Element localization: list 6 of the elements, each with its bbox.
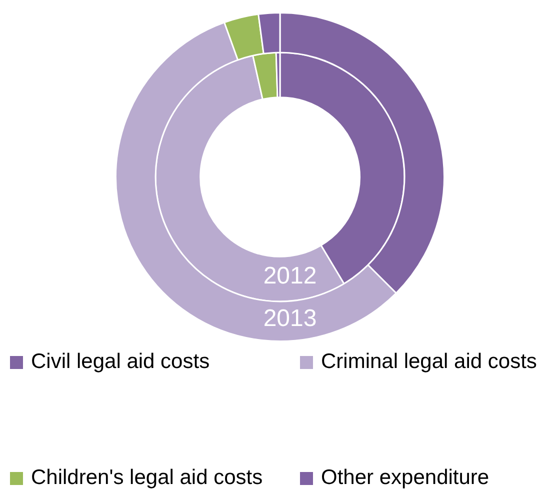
legend-label: Other expenditure [321,466,490,490]
legend-label: Criminal legal aid costs [321,350,537,374]
slice-label: 2012 [263,262,317,290]
slice-label: 2013 [263,304,317,332]
legend-label: Children's legal aid costs [31,466,263,490]
legend-label: Civil legal aid costs [31,350,210,374]
